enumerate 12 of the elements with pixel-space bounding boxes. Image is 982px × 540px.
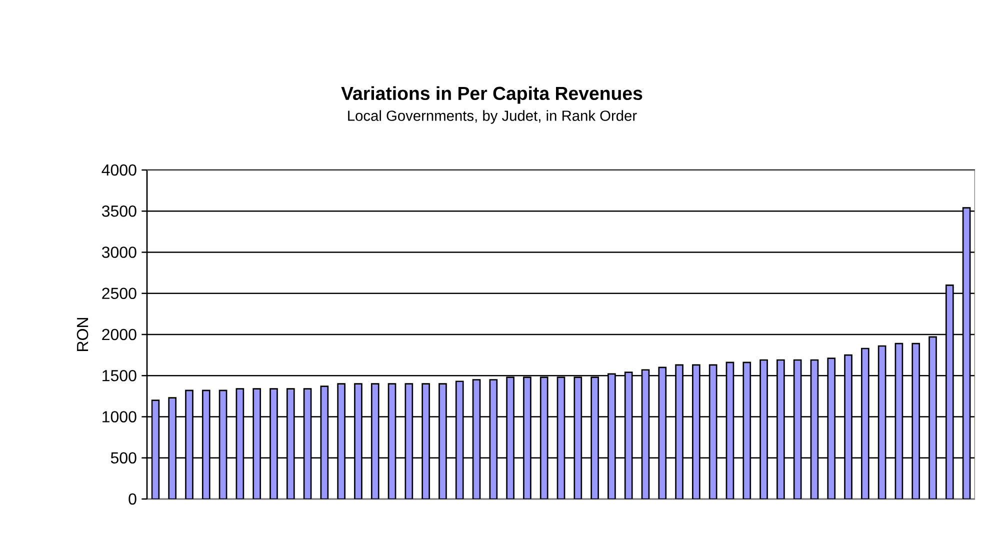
chart-title: Variations in Per Capita Revenues <box>341 86 642 104</box>
y-tick-label: 1000 <box>102 411 136 422</box>
y-tick-label: 0 <box>128 493 136 505</box>
y-tick-label: 3000 <box>102 246 136 258</box>
y-tick-label: 500 <box>110 452 136 464</box>
chart-subtitle: Local Governments, by Judet, in Rank Order <box>348 110 637 124</box>
y-tick-label: 1500 <box>102 370 136 382</box>
y-tick-label: 4000 <box>102 164 136 176</box>
y-tick-label: 3500 <box>102 205 136 217</box>
y-tick-label: 2500 <box>102 288 136 300</box>
y-tick-label: 2000 <box>102 328 136 340</box>
y-axis-title: RON <box>76 318 88 351</box>
